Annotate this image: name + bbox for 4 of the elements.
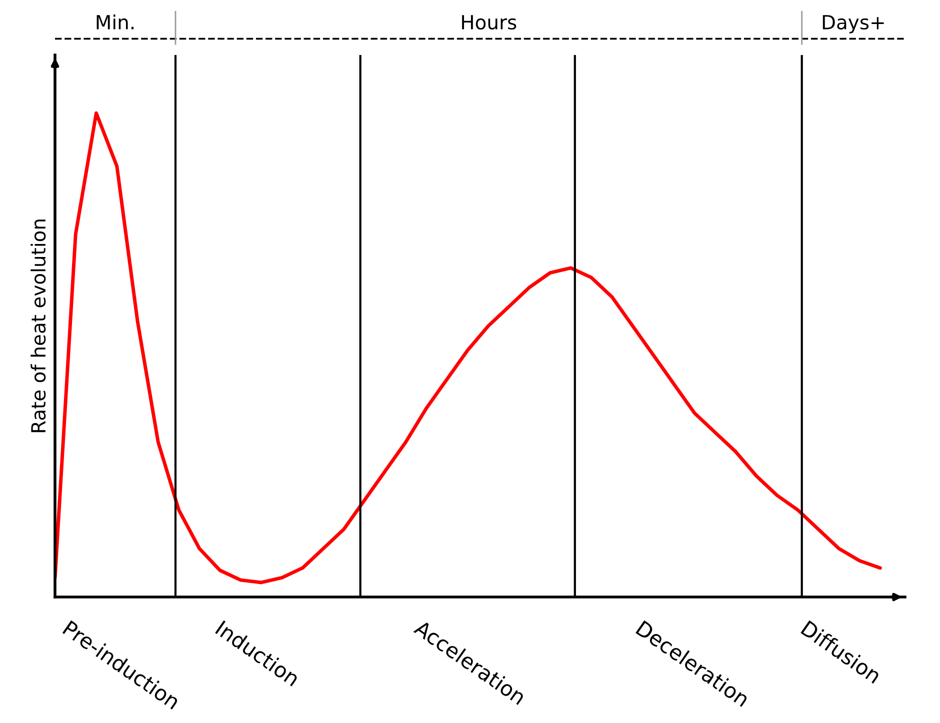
text: Hours [462,15,516,30]
y-axis-title: Rate of heat evolution [30,220,46,432]
text: Days+ [822,15,884,34]
text: Min. [96,14,134,30]
